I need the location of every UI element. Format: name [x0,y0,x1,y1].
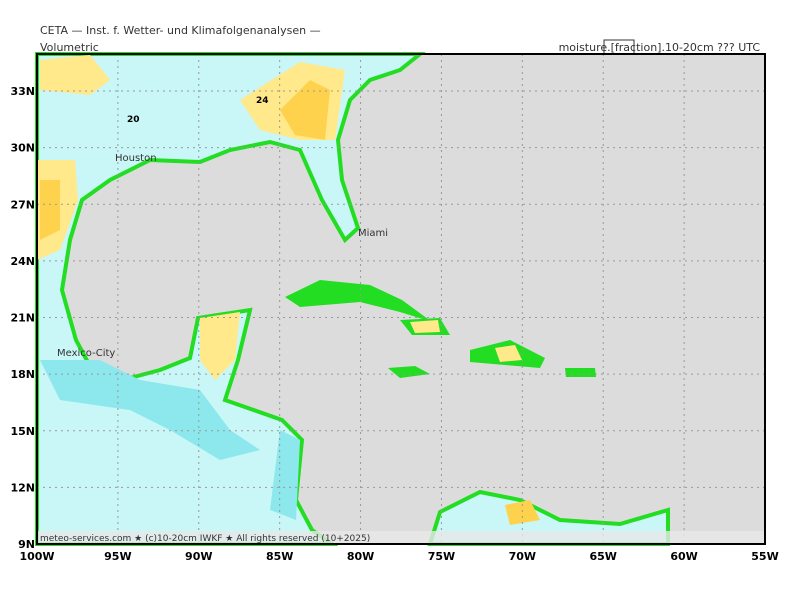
grid [37,54,765,544]
footer: meteo-services.com ★ (c)10-20cm IWKF ★ A… [40,534,370,544]
header-title: CETA — Inst. f. Wetter- und Klimafolgena… [40,24,321,37]
lon-label: 100W [19,550,54,563]
lon-label: 65W [589,550,616,563]
lat-label: 33N [10,85,35,98]
moisture-high [495,345,522,362]
lat-label: 9N [18,538,35,551]
contour-label: 24 [256,96,269,106]
map: Houston Miami Mexico-City 20 24 meteo-servic… [35,52,766,546]
moisture-high [410,320,440,333]
lon-label: 85W [266,550,293,563]
lon-label: 55W [751,550,778,563]
moisture-high [505,500,540,525]
city-label: Mexico-City [57,348,115,359]
moisture-low [270,430,300,520]
labels: Houston Miami Mexico-City 20 24 [57,96,388,359]
lon-label: 75W [428,550,455,563]
land-cuba [285,280,432,322]
land-north-central-america [35,52,426,546]
lon-label: 80W [347,550,374,563]
city-label: Houston [115,153,157,164]
right-label: moisture.[fraction].10-20cm ??? UTC [559,41,761,54]
frame [36,53,766,545]
moisture-high [40,55,110,95]
lon-label: 70W [509,550,536,563]
lat-label: 24N [10,255,35,268]
lat-label: 18N [10,368,35,381]
lat-label: 21N [10,312,35,325]
lat-label: 30N [10,142,35,155]
moisture-low [40,360,260,460]
moisture-high [40,180,60,240]
lat-label: 15N [10,425,35,438]
moisture-high [200,312,240,380]
land-jamaica [388,366,430,378]
city-label: Miami [358,228,388,239]
lat-label: 12N [10,481,35,494]
lon-label: 95W [104,550,131,563]
lon-label: 60W [670,550,697,563]
lon-label: 90W [185,550,212,563]
moisture-high [280,80,330,140]
lat-label: 27N [10,198,35,211]
land-puerto-rico [565,368,596,377]
left-label: Volumetric [40,41,99,54]
contour-label: 20 [127,115,140,125]
footer-band [37,531,765,544]
